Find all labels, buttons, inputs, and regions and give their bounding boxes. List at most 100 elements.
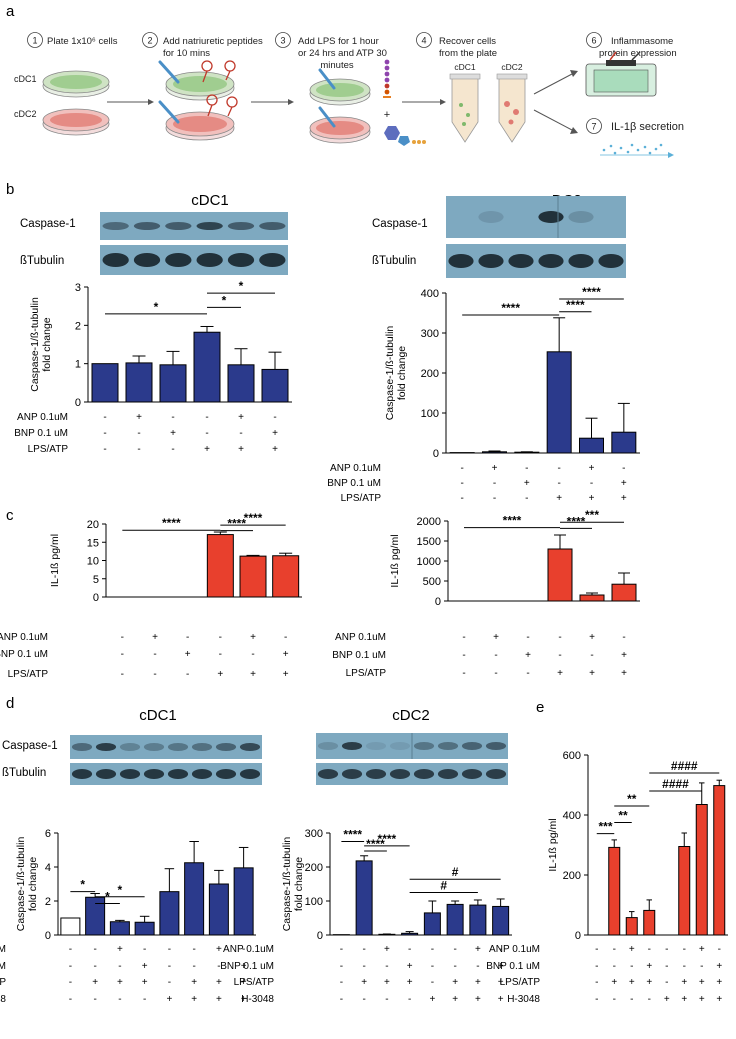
condition-sign: - (460, 463, 463, 474)
condition-label: BNP 0.1 uM (14, 428, 68, 439)
significance-label: * (118, 883, 123, 897)
chart-b-cdc1: 0123Caspase-1/ß-tubulinfold change* **ANP… (14, 279, 292, 455)
condition-sign: - (493, 493, 496, 504)
lps-molecule-icon (383, 60, 391, 97)
condition-sign: + (681, 977, 687, 988)
condition-sign: - (431, 977, 434, 988)
condition-sign: - (613, 961, 616, 972)
condition-sign: - (93, 944, 96, 955)
dish-step2-cdc1 (166, 72, 234, 100)
blot-band (168, 743, 188, 751)
blot-band (390, 742, 410, 750)
condition-sign: + (621, 650, 627, 661)
condition-sign: - (219, 649, 222, 660)
condition-sign: + (492, 463, 498, 474)
bar (61, 918, 80, 935)
condition-sign: + (498, 994, 504, 1005)
bar (447, 904, 463, 935)
condition-sign: - (494, 650, 497, 661)
condition-sign: - (340, 994, 343, 1005)
condition-sign: + (557, 668, 563, 679)
blot-band (134, 253, 160, 267)
condition-label: LPS/ATP (234, 977, 275, 988)
blot-band (568, 254, 593, 268)
condition-sign: - (362, 994, 365, 1005)
condition-sign: + (361, 977, 367, 988)
condition-sign: - (665, 977, 668, 988)
condition-sign: - (558, 632, 561, 643)
condition-sign: - (168, 944, 171, 955)
condition-sign: + (217, 669, 223, 680)
blot-band (342, 742, 362, 750)
condition-sign: + (117, 944, 123, 955)
blot-band (414, 769, 434, 779)
step-6-text: Inflammasome (611, 36, 673, 47)
blot-band (318, 742, 338, 750)
condition-sign: + (384, 944, 390, 955)
condition-sign: + (407, 961, 413, 972)
significance-label: **** (582, 285, 601, 299)
step-2-text: for 10 mins (163, 48, 210, 59)
y-tick-label: 0 (45, 930, 51, 942)
dish-step2-cdc2 (166, 112, 234, 140)
condition-sign: - (595, 977, 598, 988)
condition-sign: - (340, 977, 343, 988)
significance-label: * (222, 293, 227, 307)
blot-label-caspase1: Caspase-1 (372, 218, 428, 230)
condition-sign: + (556, 493, 562, 504)
blot-band (103, 222, 129, 230)
bar (209, 884, 228, 935)
step-3-text: Add LPS for 1 hour (298, 36, 379, 47)
panel-label-b: b (6, 181, 14, 198)
step-6: 6 Inflammasome protein expression (587, 33, 677, 60)
blot-band (568, 211, 593, 223)
y-tick-label: 3 (75, 282, 81, 294)
y-tick-label: 400 (421, 288, 439, 300)
condition-sign: - (460, 493, 463, 504)
bar (580, 595, 604, 601)
blot-band (598, 254, 623, 268)
step-2: 2 Add natriuretic peptides for 10 mins (143, 33, 264, 60)
condition-sign: - (613, 944, 616, 955)
condition-sign: - (700, 961, 703, 972)
condition-sign: - (69, 977, 72, 988)
y-axis-label: Caspase-1/ß-tubulinfold change (29, 297, 53, 392)
significance-label: **** (343, 828, 362, 842)
panel-label-d: d (6, 695, 14, 712)
figure: a b c d e 1 Plate 1x10⁶ cells 2 Add natr… (0, 0, 736, 1039)
y-tick-label: 0 (93, 592, 99, 604)
condition-sign: + (629, 944, 635, 955)
blot-band (165, 222, 191, 230)
significance-label: **** (162, 516, 181, 530)
condition-sign: + (191, 994, 197, 1005)
plus-sign: + (384, 109, 390, 121)
y-tick-label: 300 (421, 328, 439, 340)
condition-sign: - (205, 428, 208, 439)
condition-sign: - (168, 961, 171, 972)
blot-band (120, 769, 140, 779)
condition-sign: - (558, 650, 561, 661)
step-1-number: 1 (32, 36, 37, 46)
condition-label: ANP 0.1uM (330, 463, 381, 474)
blot-band (197, 253, 223, 267)
dish-step3-cdc1 (310, 79, 370, 105)
blot-d-cdc2 (316, 733, 508, 785)
condition-sign: - (93, 961, 96, 972)
bar (470, 905, 486, 935)
condition-sign: + (716, 994, 722, 1005)
condition-sign: - (462, 650, 465, 661)
y-tick-label: 600 (563, 750, 581, 762)
y-tick-label: 300 (305, 828, 323, 840)
y-tick-label: 4 (45, 862, 51, 874)
condition-sign: - (590, 650, 593, 661)
condition-sign: + (407, 977, 413, 988)
condition-sign: + (475, 944, 481, 955)
condition-label: LPS/ATP (0, 977, 6, 988)
blot-band (168, 769, 188, 779)
y-tick-label: 5 (93, 574, 99, 586)
condition-sign: + (699, 944, 705, 955)
y-axis-label-line: fold change (41, 317, 53, 371)
y-tick-label: 100 (421, 408, 439, 420)
chart-d-cdc1: 0246Caspase-1/ß-tubulinfold change***ANP… (0, 828, 256, 1005)
